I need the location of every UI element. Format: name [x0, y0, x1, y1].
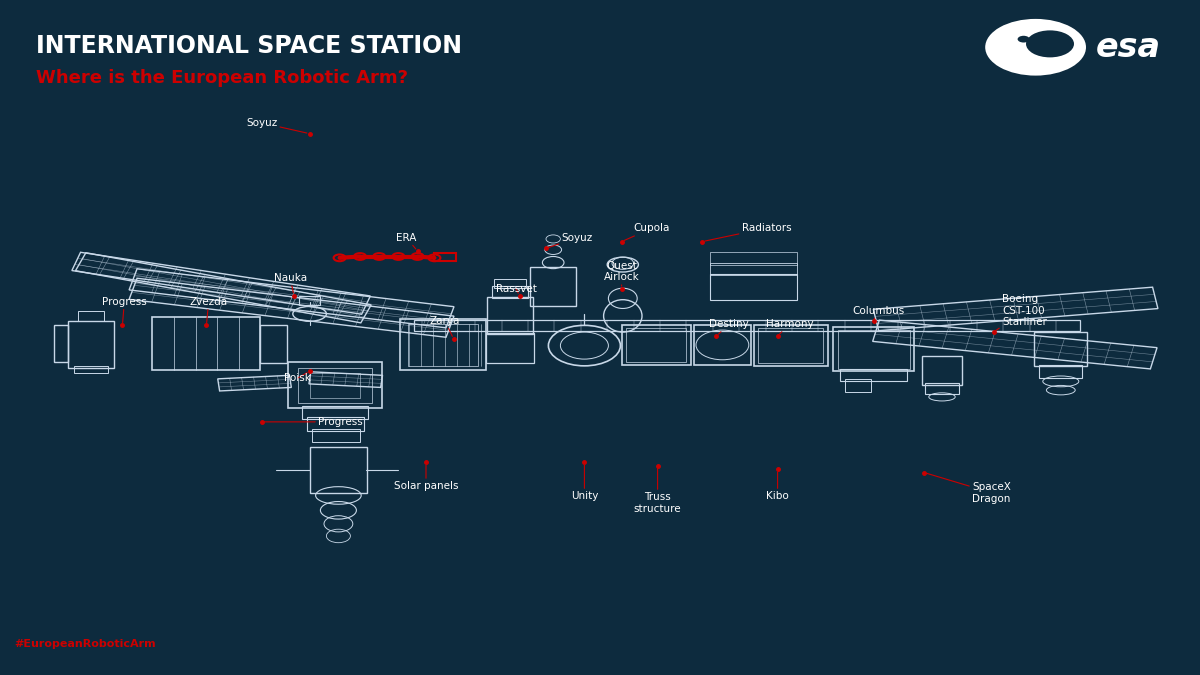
Bar	[845, 379, 871, 391]
Bar	[840, 369, 907, 381]
Bar	[1039, 364, 1082, 378]
Text: ERA: ERA	[396, 233, 416, 249]
Text: Boeing
CST-100
Starliner: Boeing CST-100 Starliner	[996, 294, 1046, 331]
Bar	[1034, 332, 1087, 366]
Text: Nauka: Nauka	[274, 273, 307, 293]
Bar	[758, 328, 823, 363]
Text: Radiators: Radiators	[704, 223, 791, 241]
Bar	[492, 286, 528, 298]
Bar	[400, 319, 486, 370]
Bar	[487, 297, 533, 334]
Bar	[288, 362, 382, 408]
Circle shape	[1026, 30, 1074, 57]
Text: SpaceX
Dragon: SpaceX Dragon	[926, 473, 1010, 504]
Bar	[302, 406, 368, 418]
Bar	[74, 366, 108, 373]
Bar	[54, 325, 68, 362]
Text: Rassvet: Rassvet	[496, 284, 536, 294]
Text: Unity: Unity	[571, 465, 598, 501]
Text: Destiny: Destiny	[709, 319, 749, 334]
Bar	[622, 325, 691, 364]
Bar	[260, 325, 287, 363]
Text: Columbus: Columbus	[852, 306, 905, 321]
Text: esa: esa	[1096, 31, 1160, 63]
Circle shape	[1018, 36, 1030, 43]
Text: Poisk: Poisk	[284, 373, 311, 383]
Text: #EuropeanRoboticArm: #EuropeanRoboticArm	[14, 639, 156, 649]
Text: Kibo: Kibo	[767, 472, 788, 501]
Bar	[408, 324, 478, 366]
Bar	[710, 252, 797, 265]
Bar	[486, 333, 534, 363]
Text: Progress: Progress	[264, 417, 362, 427]
Bar	[310, 447, 367, 493]
Bar	[414, 320, 1080, 331]
Text: Cupola: Cupola	[624, 223, 670, 240]
Text: Harmony: Harmony	[766, 319, 814, 334]
Bar	[754, 325, 828, 366]
Bar	[710, 263, 797, 275]
Bar	[925, 383, 959, 394]
Text: Zvezda: Zvezda	[190, 297, 228, 323]
Bar	[78, 310, 104, 321]
Text: Where is the European Robotic Arm?: Where is the European Robotic Arm?	[36, 69, 408, 87]
Bar	[694, 325, 751, 364]
Bar	[68, 321, 114, 368]
Bar	[838, 330, 910, 369]
Text: Soyuz: Soyuz	[548, 233, 593, 248]
Text: Progress: Progress	[102, 297, 146, 323]
Bar	[626, 328, 686, 362]
Bar	[530, 267, 576, 306]
Bar	[152, 317, 260, 370]
Text: INTERNATIONAL SPACE STATION: INTERNATIONAL SPACE STATION	[36, 34, 462, 58]
Bar	[310, 373, 360, 398]
Text: Solar panels: Solar panels	[394, 465, 458, 491]
Bar	[710, 274, 797, 300]
Bar	[307, 417, 364, 431]
Circle shape	[985, 19, 1086, 76]
Bar	[299, 296, 320, 305]
Bar	[494, 279, 526, 288]
Text: Soyuz: Soyuz	[246, 118, 307, 133]
Bar	[922, 356, 962, 385]
Text: Quest
Airlock: Quest Airlock	[604, 261, 640, 286]
Bar	[298, 368, 372, 403]
Bar	[434, 253, 456, 261]
Bar	[312, 429, 360, 442]
Bar	[833, 327, 914, 371]
Text: Truss
structure: Truss structure	[634, 468, 682, 514]
Text: Zarya: Zarya	[430, 316, 460, 336]
